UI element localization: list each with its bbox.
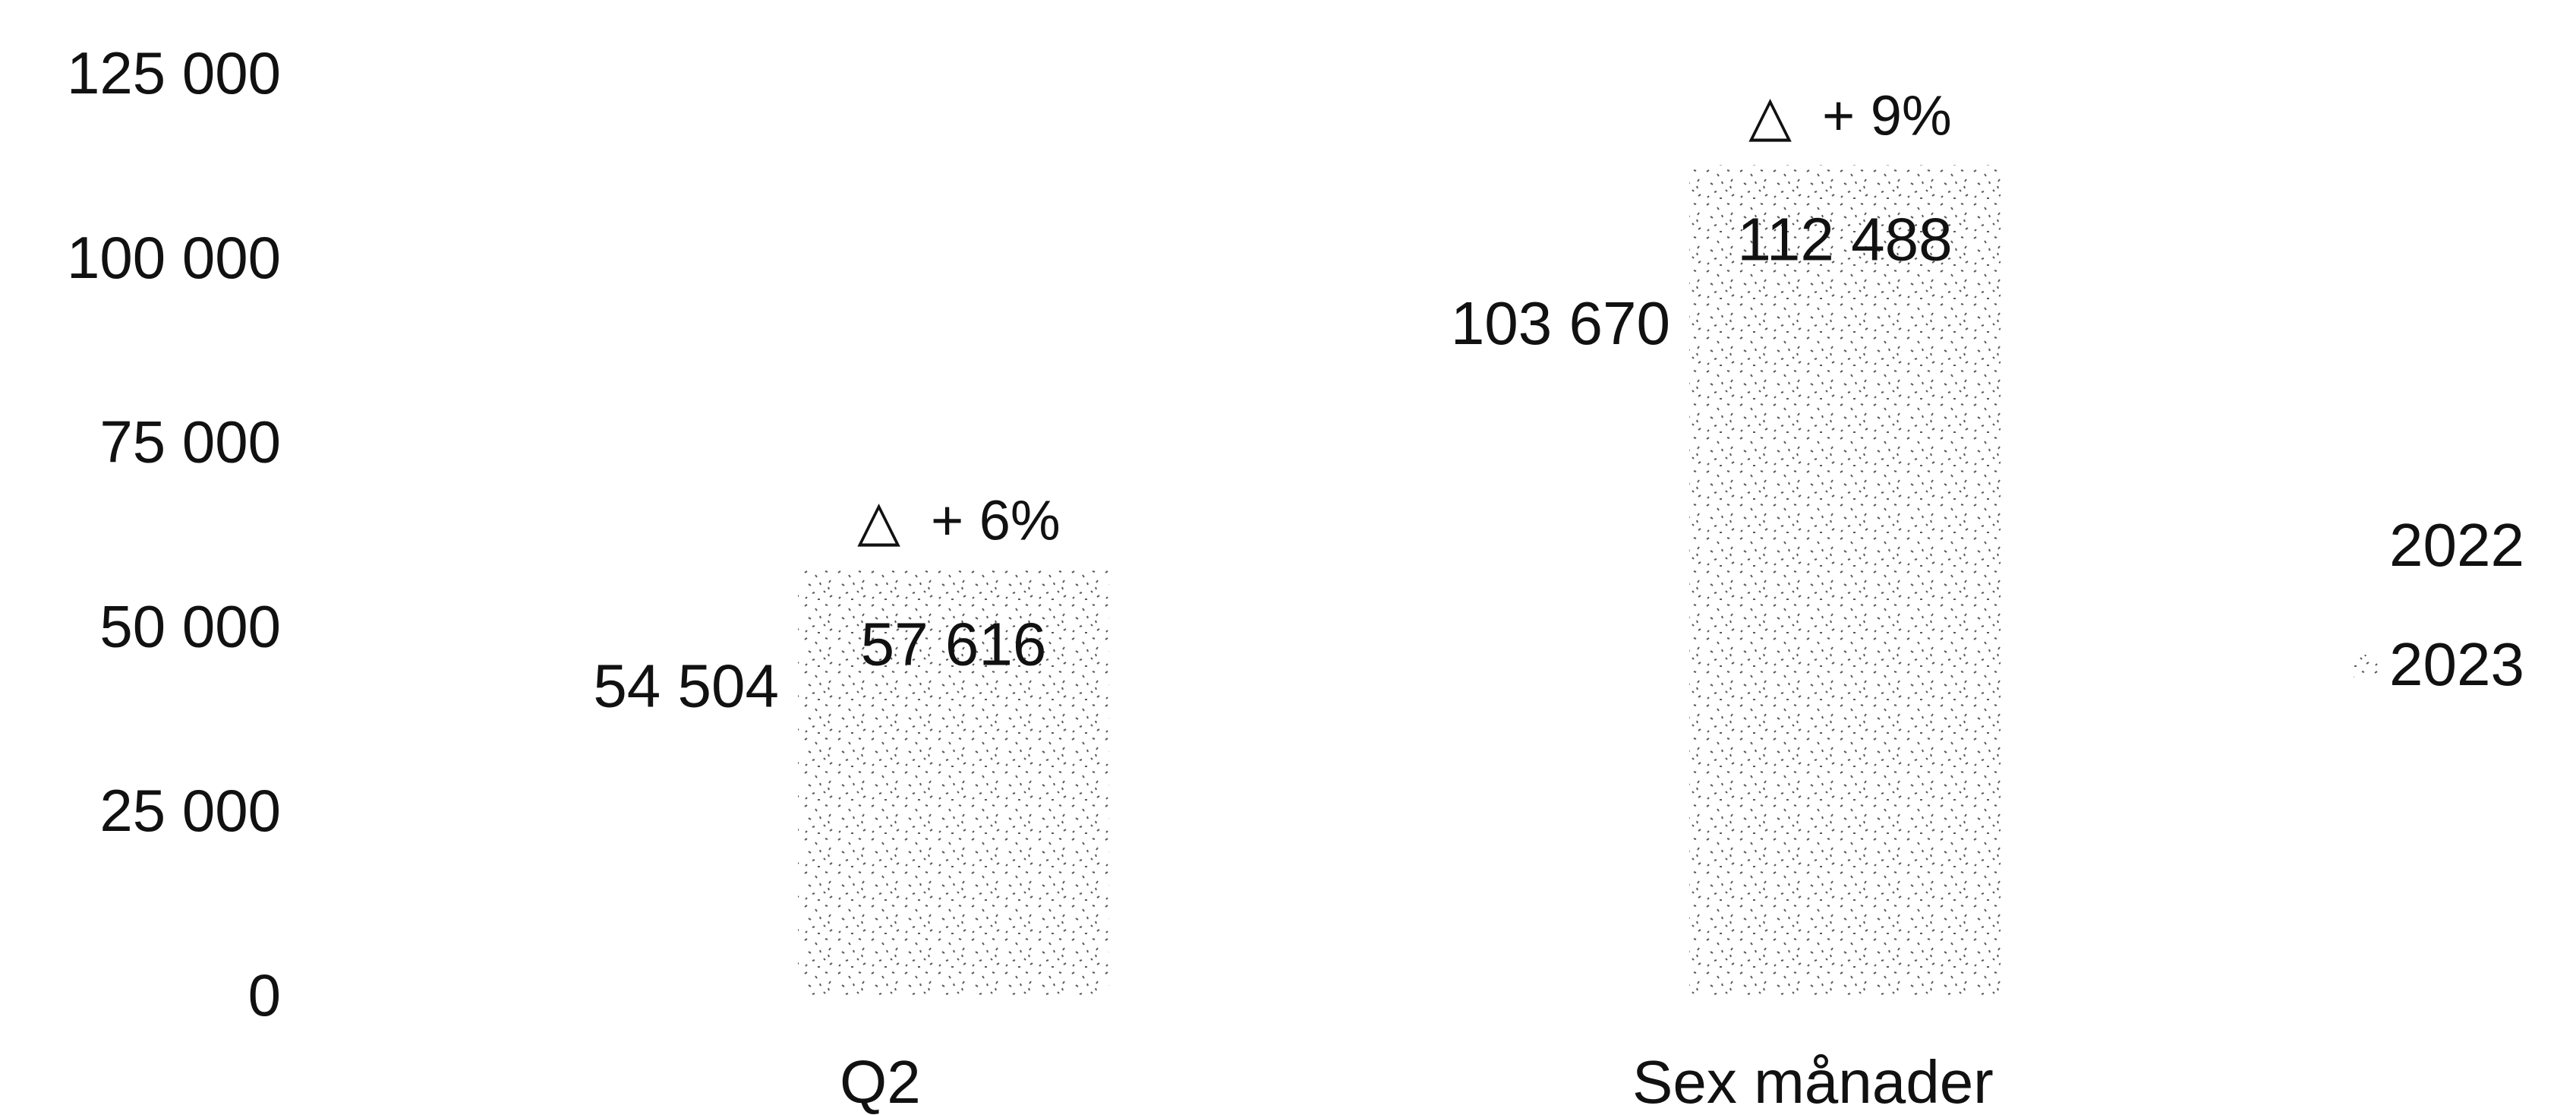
- y-tick-label: 125 000: [67, 39, 281, 106]
- data-label-2022: 54 504: [593, 652, 779, 720]
- legend-label-2023: 2023: [2389, 630, 2524, 698]
- data-label-2023: 57 616: [861, 610, 1047, 678]
- bars: [798, 165, 2001, 995]
- y-tick-label: 0: [248, 962, 281, 1028]
- delta-value: + 9%: [1822, 84, 1952, 147]
- category-labels: Q2 Sex månader: [840, 1048, 1994, 1115]
- legend-label-2022: 2022: [2389, 511, 2524, 579]
- data-labels: 57 616 54 504 △ + 6% 112 488 103 670 △ + 9%: [593, 84, 1952, 720]
- y-tick-label: 100 000: [67, 224, 281, 291]
- legend: 2022 2023: [2354, 511, 2524, 698]
- delta-annotation: △ + 9%: [1748, 84, 1952, 147]
- delta-annotation: △ + 6%: [857, 488, 1061, 551]
- bar-2023: [1689, 165, 2001, 995]
- category-label: Q2: [840, 1048, 921, 1115]
- legend-swatch-2023: [2354, 655, 2379, 678]
- data-label-2022: 103 670: [1451, 289, 1670, 357]
- y-axis: 0 25 000 50 000 75 000 100 000 125 000: [67, 39, 281, 1028]
- y-tick-label: 25 000: [99, 777, 281, 844]
- delta-value: + 6%: [931, 488, 1061, 551]
- delta-triangle-icon: △: [857, 488, 900, 551]
- delta-triangle-icon: △: [1748, 84, 1792, 147]
- category-label: Sex månader: [1632, 1048, 1994, 1115]
- y-tick-label: 75 000: [99, 409, 281, 475]
- bar-2023: [798, 570, 1109, 995]
- y-tick-label: 50 000: [99, 592, 281, 659]
- data-label-2023: 112 488: [1737, 206, 1952, 273]
